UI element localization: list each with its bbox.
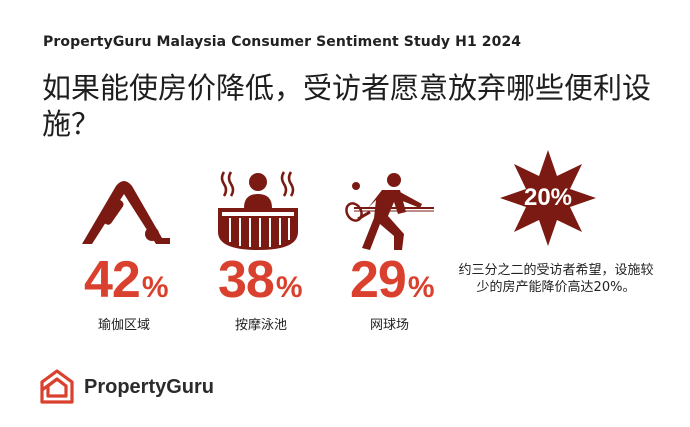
- tennis-player-icon: [345, 173, 434, 250]
- yoga-icon: [82, 181, 170, 244]
- stat-tennis: 29%: [350, 254, 435, 306]
- highlight-note: 约三分之二的受访者希望，设施较少的房产能降价高达20%。: [458, 263, 654, 295]
- stat-yoga-unit: %: [141, 271, 169, 304]
- brand-logo: PropertyGuru: [38, 368, 214, 406]
- stat-tennis-value: 29: [350, 251, 407, 309]
- stat-tennis-unit: %: [407, 271, 435, 304]
- stat-pool-unit: %: [275, 271, 303, 304]
- stat-pool-label: 按摩泳池: [235, 318, 288, 333]
- stat-yoga-label: 瑜伽区域: [98, 318, 151, 333]
- logo-text: PropertyGuru: [84, 375, 215, 398]
- hot-tub-icon: [218, 171, 298, 250]
- discount-badge: 20%: [500, 150, 596, 246]
- stat-pool-value: 38: [218, 251, 275, 309]
- subtitle: PropertyGuru Malaysia Consumer Sentiment…: [43, 34, 522, 50]
- stat-yoga-value: 42: [84, 251, 141, 309]
- stat-yoga: 42%: [84, 254, 169, 306]
- propertyguru-logo-icon: [40, 369, 74, 404]
- stat-pool: 38%: [218, 254, 303, 306]
- stat-tennis-label: 网球场: [370, 318, 410, 333]
- star-burst-icon: [500, 150, 596, 246]
- badge-text: 20%: [523, 184, 573, 211]
- page-title: 如果能使房价降低，受访者愿意放弃哪些便利设施？: [42, 71, 652, 141]
